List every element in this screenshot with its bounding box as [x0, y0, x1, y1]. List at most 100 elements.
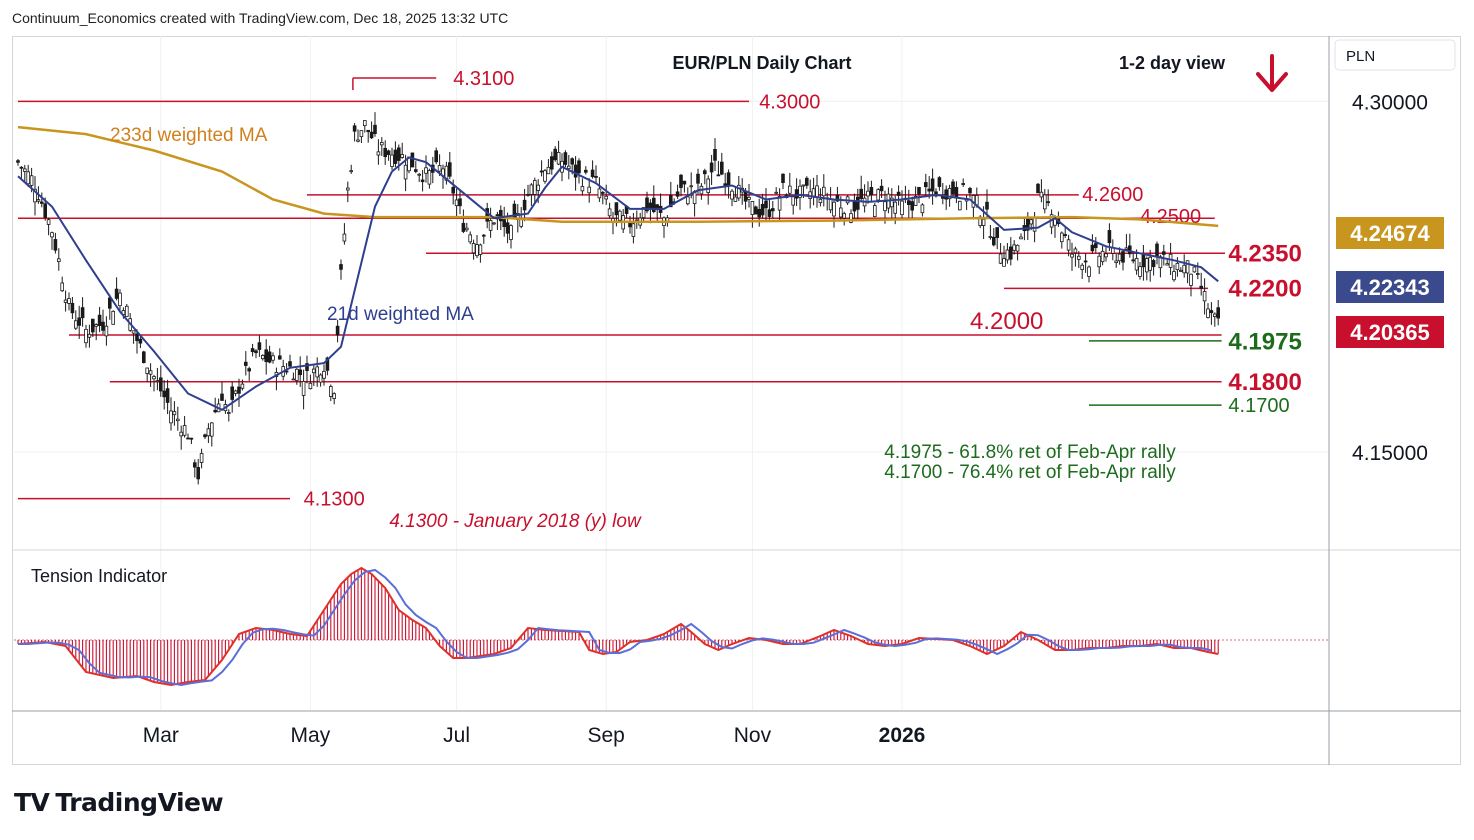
candle-body [930, 178, 935, 192]
candle-body [981, 218, 986, 226]
candle-body [866, 190, 870, 197]
candle-body [328, 386, 333, 397]
candle-body [893, 201, 897, 214]
candle-body [175, 418, 180, 422]
candle-body [1168, 253, 1173, 268]
annotation-76-4: 4.1700 - 76.4% ret of Feb-Apr rally [884, 462, 1176, 483]
candle-body [546, 166, 551, 175]
candle-body [1175, 262, 1180, 271]
candle-body [985, 201, 989, 210]
candle-body [179, 431, 184, 437]
candle-body [947, 188, 952, 200]
candle-body [97, 314, 102, 326]
candle-body [907, 200, 911, 205]
candle-body [131, 330, 136, 334]
candle-body [298, 369, 302, 376]
candle-body [57, 258, 61, 262]
candle-body [1185, 260, 1190, 274]
candle-body [1202, 291, 1207, 302]
level-label-4-3100: 4.3100 [453, 68, 514, 90]
candle-body [396, 147, 401, 161]
candle-body [1189, 273, 1193, 286]
candle-body [172, 411, 177, 416]
candle-body [1087, 266, 1091, 277]
candle-body [162, 390, 167, 398]
candle-body [526, 194, 530, 196]
candle-body [257, 342, 262, 350]
candle-body [743, 191, 748, 202]
candle-body [311, 368, 316, 374]
candle-body [189, 437, 194, 440]
candle-body [505, 222, 510, 234]
tradingview-logo-text: TradingView [55, 788, 224, 817]
candle-body [998, 253, 1003, 264]
currency-box [1334, 39, 1456, 71]
candle-body [206, 428, 211, 437]
candle-body [937, 177, 942, 187]
candle-body [325, 357, 330, 371]
axes: Mar May Jul Sep Nov 2026 4.30000 4.15000 PLN 4.24… [12, 36, 1461, 765]
candle-body [1073, 248, 1078, 254]
candle-body [968, 187, 972, 194]
candle-body [597, 188, 602, 199]
candle-body [839, 207, 843, 218]
candle-body [543, 170, 547, 182]
candle-body [1151, 260, 1156, 268]
candle-body [590, 169, 595, 178]
candle-body [94, 324, 99, 327]
candle-body [1046, 201, 1051, 204]
candle-body [730, 190, 734, 200]
candle-body [26, 171, 30, 185]
candle-body [74, 320, 78, 329]
candle-body [1117, 253, 1122, 262]
tradingview-logo[interactable]: TV TradingView [14, 788, 224, 817]
candle-body [67, 298, 71, 304]
candle-body [774, 191, 778, 194]
candle-body [570, 158, 574, 165]
candle-body [362, 120, 367, 127]
candle-body [80, 307, 85, 319]
candle-body [876, 189, 880, 201]
candle-body [240, 383, 245, 389]
candle-body [226, 412, 231, 414]
candle-body [369, 131, 374, 139]
candle-body [852, 200, 857, 212]
candle-body [301, 381, 306, 396]
candle-body [46, 219, 51, 225]
candle-body [356, 139, 360, 142]
candle-body [1172, 271, 1176, 281]
candle-body [682, 180, 687, 185]
candle-body [243, 361, 248, 366]
candle-body [910, 201, 914, 211]
candle-body [488, 220, 493, 231]
candle-body [771, 208, 775, 212]
candle-body [573, 164, 578, 178]
candle-body [1094, 243, 1098, 248]
candle-body [87, 333, 92, 338]
candle-body [567, 165, 571, 170]
candle-body [822, 186, 826, 197]
candle-body [879, 185, 884, 192]
price-badge-1 [1336, 271, 1444, 303]
candle-body [1148, 256, 1153, 271]
candle-body [1107, 230, 1112, 244]
candle-body [335, 325, 340, 336]
candle-body [390, 154, 394, 167]
candle-body [536, 184, 540, 191]
level-label-4-1700: 4.1700 [1228, 395, 1289, 417]
candle-body [777, 195, 782, 211]
candle-body [618, 210, 622, 221]
candle-body [791, 196, 795, 206]
candle-body [203, 434, 207, 438]
candle-body [709, 162, 714, 173]
ma233-label: 233d weighted MA [110, 125, 268, 146]
candle-body [138, 338, 143, 344]
candle-body [158, 377, 163, 392]
candle-body [828, 199, 833, 211]
x-tick-sep: Sep [588, 724, 625, 747]
candle-body [352, 125, 357, 132]
candle-body [631, 223, 636, 237]
candle-body [458, 198, 462, 207]
candle-body [29, 175, 34, 186]
